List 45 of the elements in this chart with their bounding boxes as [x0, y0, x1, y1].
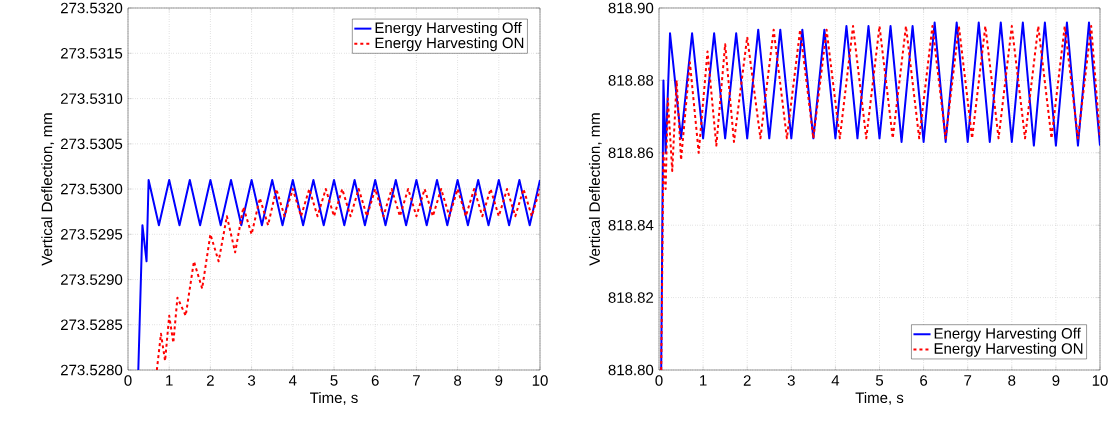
y-tick-label: 273.5290 — [60, 274, 123, 285]
x-tick-label: 1 — [166, 375, 173, 386]
legend-label: Energy Harvesting ON — [375, 37, 524, 52]
x-tick-label: 10 — [532, 375, 548, 386]
x-tick-label: 1 — [700, 375, 707, 386]
x-tick-label: 9 — [1052, 375, 1060, 386]
x-tick-label: 7 — [964, 375, 972, 386]
x-axis-title: Time, s — [310, 392, 358, 405]
x-tick-label: 4 — [288, 375, 297, 386]
x-axis-title: Time, s — [855, 392, 904, 405]
x-tick-label: 2 — [743, 375, 751, 386]
y-tick-label: 273.5295 — [60, 228, 123, 240]
y-tick-label: 273.5320 — [60, 2, 123, 14]
x-tick-label: 3 — [787, 375, 795, 386]
y-tick-label: 273.5315 — [60, 47, 123, 59]
x-tick-label: 5 — [875, 375, 884, 386]
x-tick-label: 8 — [1008, 375, 1016, 386]
legend-label: Energy Harvesting Off — [375, 22, 522, 37]
x-tick-label: 3 — [248, 375, 256, 386]
y-tick-label: 818.80 — [608, 364, 654, 376]
x-tick-label: 6 — [371, 375, 379, 386]
x-tick-label: 10 — [1092, 375, 1108, 386]
y-tick-label: 273.5310 — [60, 93, 123, 104]
x-tick-label: 7 — [413, 375, 420, 386]
y-axis-title: Vertical Deflection, mm — [41, 113, 55, 266]
y-tick-label: 273.5280 — [60, 364, 123, 376]
y-tick-label: 818.82 — [608, 292, 654, 303]
x-tick-label: 6 — [920, 375, 928, 386]
legend-label: Energy Harvesting ON — [934, 342, 1083, 357]
y-tick-label: 818.84 — [608, 219, 654, 231]
y-tick-label: 273.5300 — [60, 183, 123, 195]
x-tick-label: 9 — [495, 375, 503, 386]
y-tick-label: 273.5285 — [60, 319, 123, 331]
legend-label: Energy Harvesting Off — [934, 327, 1081, 342]
x-tick-label: 5 — [330, 375, 338, 386]
y-tick-label: 818.90 — [608, 2, 654, 14]
y-axis-title: Vertical Deflection, mm — [588, 113, 602, 266]
x-tick-label: 0 — [124, 375, 132, 386]
x-tick-label: 4 — [831, 375, 840, 386]
y-tick-label: 818.88 — [608, 75, 654, 86]
x-tick-label: 2 — [206, 375, 214, 386]
x-tick-label: 8 — [454, 375, 462, 386]
x-tick-label: 0 — [655, 375, 663, 386]
y-tick-label: 273.5305 — [60, 138, 123, 150]
y-tick-label: 818.86 — [608, 147, 654, 159]
